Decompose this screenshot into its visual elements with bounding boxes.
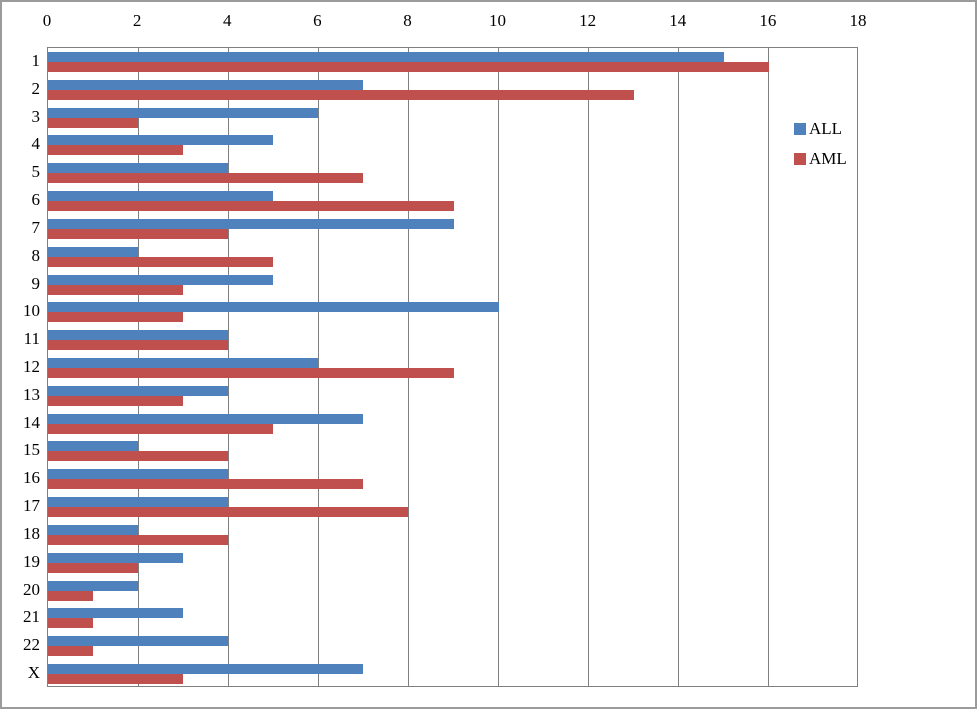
bar-AML-18: [48, 534, 229, 545]
bar-AML-17: [48, 507, 409, 518]
gridline-x-12: [588, 48, 590, 686]
bar-AML-3: [48, 117, 139, 128]
gridline-x-6: [317, 48, 319, 686]
x-tick-label-16: 16: [759, 11, 777, 30]
bar-AML-20: [48, 590, 94, 601]
bar-AML-8: [48, 256, 274, 267]
x-tick-label-8: 8: [403, 11, 412, 30]
y-category-label-14: 14: [23, 412, 40, 432]
bar-AML-4: [48, 145, 184, 156]
y-category-label-16: 16: [23, 468, 40, 488]
y-category-label-19: 19: [23, 551, 40, 571]
bar-AML-9: [48, 284, 184, 295]
bar-ALL-10: [48, 302, 499, 313]
bar-ALL-16: [48, 469, 229, 480]
gridline-x-8: [407, 48, 409, 686]
x-tick-label-14: 14: [669, 11, 687, 30]
bar-ALL-21: [48, 608, 184, 619]
legend-item-AML: AML: [794, 148, 847, 170]
y-category-label-18: 18: [23, 523, 40, 543]
bar-AML-13: [48, 395, 184, 406]
bar-AML-6: [48, 201, 454, 212]
bar-ALL-18: [48, 524, 139, 535]
legend-item-ALL: ALL: [794, 118, 847, 140]
bar-ALL-15: [48, 441, 139, 452]
y-category-label-5: 5: [31, 162, 41, 182]
y-category-label-1: 1: [31, 50, 41, 70]
bar-AML-2: [48, 89, 634, 100]
bar-ALL-11: [48, 330, 229, 341]
y-category-label-8: 8: [31, 245, 41, 265]
gridline-x-10: [498, 48, 500, 686]
y-category-label-10: 10: [23, 301, 40, 321]
bar-AML-15: [48, 451, 229, 462]
bar-AML-1: [48, 61, 769, 72]
y-category-label-7: 7: [31, 217, 41, 237]
bar-AML-11: [48, 340, 229, 351]
y-category-label-13: 13: [23, 384, 40, 404]
bar-AML-19: [48, 562, 139, 573]
y-category-label-2: 2: [31, 78, 41, 98]
bar-ALL-13: [48, 385, 229, 396]
y-category-label-15: 15: [23, 440, 40, 460]
x-tick-label-6: 6: [313, 11, 322, 30]
y-category-label-X: X: [27, 663, 40, 683]
y-category-label-20: 20: [23, 579, 40, 599]
bar-ALL-X: [48, 664, 364, 675]
legend-swatch-ALL: [794, 123, 806, 135]
bar-ALL-7: [48, 218, 454, 229]
bar-ALL-1: [48, 51, 724, 62]
bar-ALL-20: [48, 580, 139, 591]
x-tick-label-18: 18: [849, 11, 867, 30]
bar-AML-12: [48, 368, 454, 378]
x-tick-label-10: 10: [489, 11, 507, 30]
bar-ALL-19: [48, 552, 184, 563]
bar-ALL-12: [48, 358, 319, 368]
y-category-label-9: 9: [31, 273, 41, 293]
bar-ALL-9: [48, 274, 274, 285]
legend: ALL AML: [794, 118, 847, 178]
x-tick-label-4: 4: [222, 11, 232, 30]
bar-ALL-3: [48, 107, 319, 118]
legend-swatch-AML: [794, 153, 806, 165]
y-category-label-22: 22: [23, 635, 40, 655]
bar-AML-16: [48, 479, 364, 490]
x-tick-label-12: 12: [579, 11, 597, 30]
bar-AML-22: [48, 646, 94, 657]
y-category-label-12: 12: [23, 356, 40, 376]
y-category-label-6: 6: [31, 190, 41, 210]
bar-ALL-4: [48, 135, 274, 146]
plot-area: [47, 47, 858, 687]
y-category-label-21: 21: [23, 607, 40, 627]
x-tick-label-2: 2: [132, 11, 142, 30]
gridline-x-16: [768, 48, 770, 686]
bar-AML-10: [48, 312, 184, 323]
bar-AML-21: [48, 618, 94, 629]
bar-ALL-14: [48, 413, 364, 424]
bar-ALL-8: [48, 246, 139, 257]
bar-AML-5: [48, 173, 364, 184]
bar-ALL-2: [48, 79, 364, 90]
legend-label-ALL: ALL: [809, 119, 843, 138]
gridline-x-14: [678, 48, 680, 686]
bar-AML-X: [48, 674, 184, 685]
y-category-label-17: 17: [23, 496, 40, 516]
bar-ALL-17: [48, 497, 229, 508]
bar-ALL-22: [48, 636, 229, 647]
y-axis-category-labels: 1 2 3 4 5 6 7 8 9 10 11 12 13 14 15 16 17 18 19 20 21 22 X: [2, 47, 40, 687]
bar-AML-7: [48, 228, 229, 239]
bar-ALL-5: [48, 163, 229, 174]
y-category-label-3: 3: [31, 106, 41, 126]
bar-ALL-6: [48, 191, 274, 202]
y-category-label-11: 11: [23, 329, 40, 349]
x-tick-label-0: 0: [42, 11, 52, 30]
bar-AML-14: [48, 423, 274, 434]
y-category-label-4: 4: [31, 134, 41, 154]
legend-label-AML: AML: [809, 149, 847, 168]
